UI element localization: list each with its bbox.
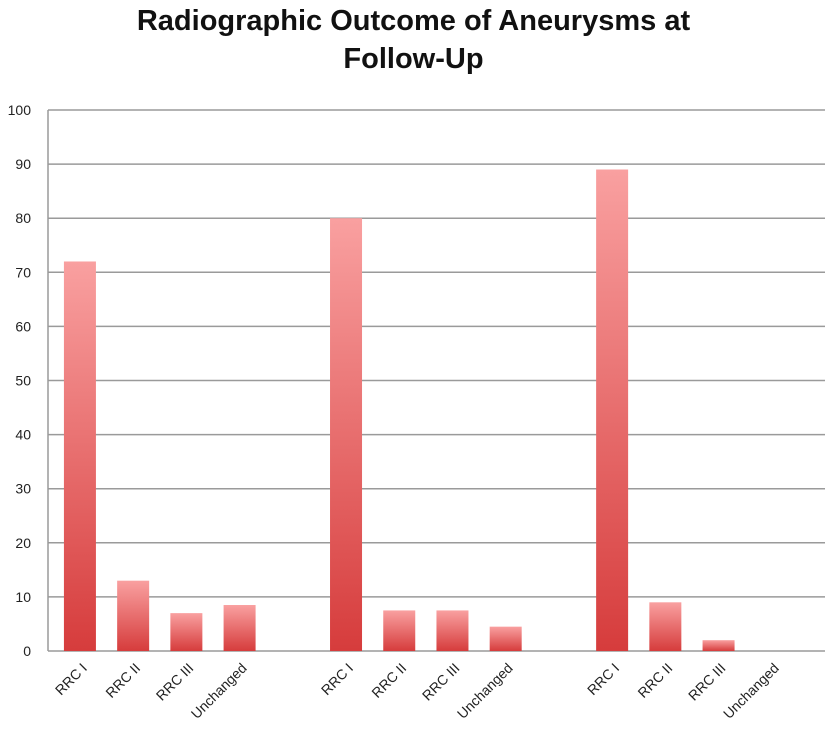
y-tick-label: 30	[15, 481, 31, 497]
y-tick-label: 10	[15, 589, 31, 605]
y-tick-label: 40	[15, 427, 31, 443]
bar-group-2-rrc-i	[330, 218, 363, 651]
bar-group-1-rrc-iii	[170, 613, 203, 651]
x-category-label: RRC II	[634, 660, 675, 701]
gridlines	[48, 109, 825, 598]
bar-group-1-unchanged	[223, 605, 256, 651]
y-tick-label: 20	[15, 535, 31, 551]
x-category-label: RRC I	[318, 660, 356, 698]
x-category-label: RRC II	[102, 660, 143, 701]
bar-group-3-rrc-iii	[702, 640, 735, 651]
bar-group-2-unchanged	[489, 626, 522, 651]
chart-title-line-2: Follow-Up	[343, 43, 484, 75]
y-tick-label: 60	[15, 318, 31, 334]
bars	[63, 169, 735, 651]
bar-group-1-rrc-ii	[117, 580, 150, 651]
y-tick-label: 70	[15, 264, 31, 280]
x-category-label: Unchanged	[720, 660, 782, 722]
y-tick-label: 90	[15, 156, 31, 172]
chart-title: Radiographic Outcome of Aneurysms at Fol…	[0, 0, 827, 78]
x-category-label: Unchanged	[188, 660, 250, 722]
axes: 0 10 20 30 40 50 60 70 80 90 100	[8, 102, 825, 659]
y-tick-label: 100	[8, 102, 32, 118]
x-category-label: RRC III	[153, 660, 197, 704]
x-category-label: RRC II	[368, 660, 409, 701]
x-category-label: RRC I	[52, 660, 90, 698]
x-category-label: Unchanged	[454, 660, 516, 722]
chart-title-line-1: Radiographic Outcome of Aneurysms at	[136, 5, 691, 37]
bar-group-3-rrc-ii	[649, 602, 682, 651]
bar-group-3-rrc-i	[596, 169, 629, 651]
x-category-label: RRC I	[584, 660, 622, 698]
y-tick-label: 80	[15, 210, 31, 226]
bar-group-1-rrc-i	[63, 261, 96, 651]
bar-group-2-rrc-iii	[436, 610, 469, 651]
y-tick-label: 0	[23, 643, 31, 659]
bar-group-2-rrc-ii	[383, 610, 416, 651]
x-category-label: RRC III	[685, 660, 729, 704]
y-tick-label: 50	[15, 373, 31, 389]
x-category-label: RRC III	[419, 660, 463, 704]
